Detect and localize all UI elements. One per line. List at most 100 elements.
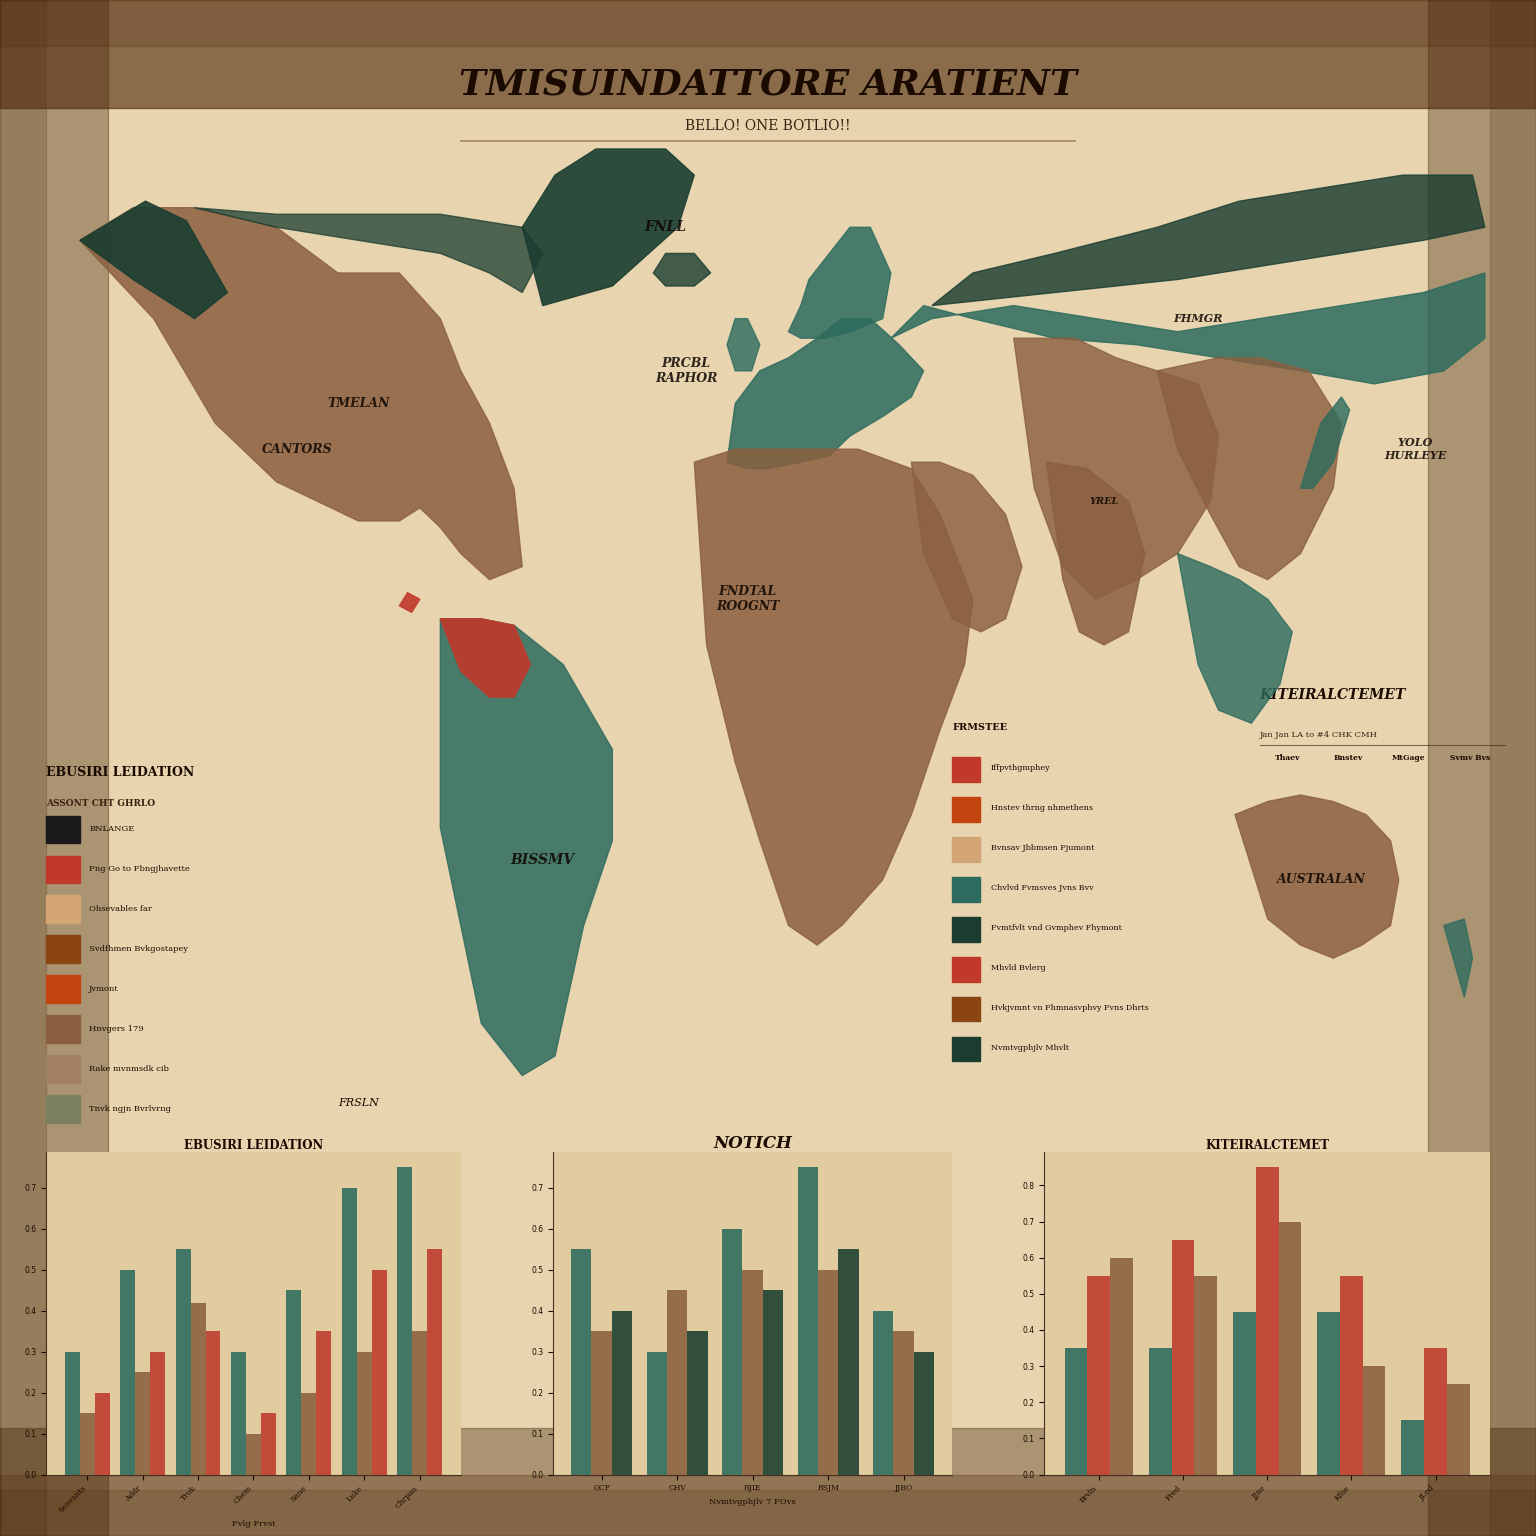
Polygon shape [932,175,1485,306]
X-axis label: Fvlg Frvst: Fvlg Frvst [232,1521,275,1528]
Text: Thaev: Thaev [1275,754,1301,762]
Bar [1256,1167,1278,1475]
Text: Svdfhmen Bvkgostapey: Svdfhmen Bvkgostapey [89,945,189,954]
Polygon shape [788,227,891,338]
Bar [46,1095,80,1123]
Text: BNLANGE: BNLANGE [89,825,135,834]
Bar [571,1249,591,1475]
Bar [1087,1276,1111,1475]
Polygon shape [1157,358,1341,579]
Text: TMELAN: TMELAN [327,396,390,410]
Bar [1149,1349,1172,1475]
Bar [301,1393,316,1475]
Bar [1339,1276,1362,1475]
Bar [722,1229,742,1475]
Bar [1401,1421,1424,1475]
Bar [46,1055,80,1083]
Text: Svmv Bvs: Svmv Bvs [1450,754,1490,762]
Polygon shape [1444,919,1473,997]
Bar [839,1249,859,1475]
Text: FRMSTEE: FRMSTEE [952,722,1008,731]
Bar [952,997,980,1021]
Polygon shape [80,207,522,579]
Text: TMISUINDATTORE ARATIENT: TMISUINDATTORE ARATIENT [459,68,1077,101]
Polygon shape [653,253,711,286]
Bar [1278,1221,1301,1475]
Bar [135,1372,151,1475]
Bar [797,1167,819,1475]
Text: BISSMV: BISSMV [510,854,574,868]
Title: KITEIRALCTEMET: KITEIRALCTEMET [1206,1140,1329,1152]
Bar [952,917,980,942]
Bar [0,1428,1536,1536]
Bar [0,1490,1536,1536]
Bar [372,1270,387,1475]
Polygon shape [441,619,613,1075]
X-axis label: Nvmtvgphjlv 7 FOvs: Nvmtvgphjlv 7 FOvs [710,1498,796,1505]
Bar [190,1303,206,1475]
Polygon shape [522,149,694,306]
Bar [261,1413,276,1475]
Bar [1111,1258,1134,1475]
Text: Fvmtfvlt vnd Gvmphev Fhymont: Fvmtfvlt vnd Gvmphev Fhymont [991,923,1121,932]
Bar [0,0,1536,108]
Bar [742,1270,763,1475]
Bar [398,1167,412,1475]
Bar [914,1352,934,1475]
Bar [46,856,80,883]
Text: Hnvgers 179: Hnvgers 179 [89,1025,144,1034]
Text: Nvmtvgphjlv Mhvlt: Nvmtvgphjlv Mhvlt [991,1043,1069,1052]
Polygon shape [441,619,530,697]
Text: Fng Go to Fbngjhavette: Fng Go to Fbngjhavette [89,865,190,874]
Bar [80,1413,95,1475]
Bar [286,1290,301,1475]
Bar [763,1290,783,1475]
Bar [1428,0,1536,1536]
Polygon shape [1301,396,1350,488]
Bar [872,1310,894,1475]
Text: MtGage: MtGage [1392,754,1425,762]
Bar [46,935,80,963]
Text: Rake mvnmsdk cib: Rake mvnmsdk cib [89,1064,169,1074]
Bar [952,877,980,902]
Polygon shape [1014,338,1218,599]
Text: FNLL: FNLL [645,220,687,235]
Text: Iffpvthgmphey: Iffpvthgmphey [991,763,1051,773]
Text: Hvkjvmnt vn Fhmnasvphvy Fvns Dhrts: Hvkjvmnt vn Fhmnasvphvy Fvns Dhrts [991,1003,1149,1012]
Bar [952,757,980,782]
Bar [46,816,80,843]
Text: AUSTRALAN: AUSTRALAN [1276,874,1366,886]
Bar [246,1433,261,1475]
Title: EBUSIRI LEIDATION: EBUSIRI LEIDATION [184,1140,323,1152]
Polygon shape [1046,462,1144,645]
Text: FNDTAL
ROOGNT: FNDTAL ROOGNT [716,585,779,613]
Polygon shape [891,273,1485,384]
Text: Jvmont: Jvmont [89,985,118,994]
Polygon shape [911,462,1021,631]
Bar [175,1249,190,1475]
Text: Ohsevables far: Ohsevables far [89,905,152,914]
Polygon shape [727,318,760,370]
Text: KITEIRALCTEMET: KITEIRALCTEMET [1260,688,1405,702]
Bar [151,1352,166,1475]
Polygon shape [399,593,419,613]
Bar [1447,1384,1470,1475]
Bar [1490,0,1536,1536]
Bar [687,1332,708,1475]
Bar [0,0,108,1536]
Polygon shape [80,201,227,318]
Text: BELLO! ONE BOTLIO!!: BELLO! ONE BOTLIO!! [685,118,851,134]
Bar [1172,1240,1195,1475]
Text: Bvnsav Jbbmsen Fjumont: Bvnsav Jbbmsen Fjumont [991,843,1094,852]
Text: EBUSIRI LEIDATION: EBUSIRI LEIDATION [46,765,195,779]
Bar [230,1352,246,1475]
Bar [952,837,980,862]
Polygon shape [195,207,542,292]
Bar [206,1332,221,1475]
Text: FRSLN: FRSLN [338,1098,379,1107]
Text: PRCBL
RAPHOR: PRCBL RAPHOR [654,356,717,386]
Bar [667,1290,687,1475]
Bar [316,1332,332,1475]
Bar [95,1393,109,1475]
Text: ASSONT CHT GHRLO: ASSONT CHT GHRLO [46,799,155,808]
